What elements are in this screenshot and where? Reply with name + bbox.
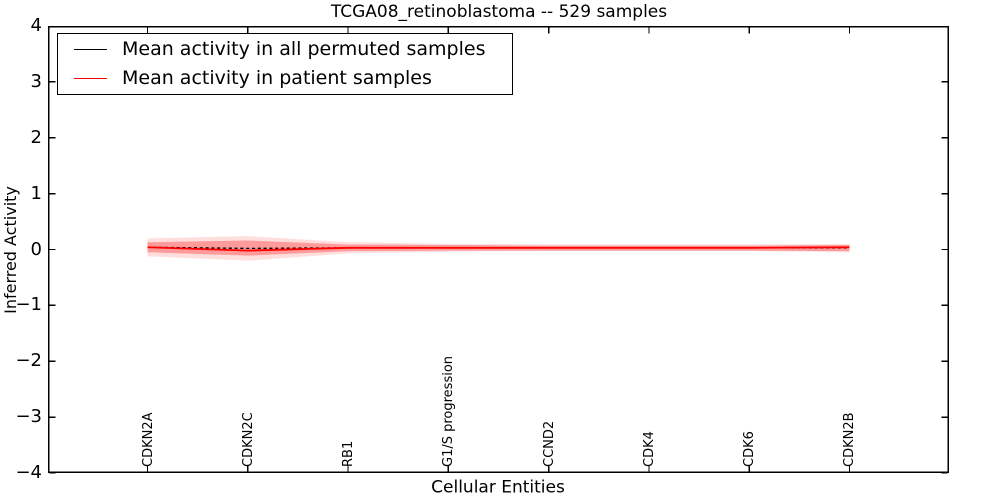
x-tick-label-cdkn2c: CDKN2C	[240, 412, 256, 467]
y-tick-label: 3	[30, 70, 42, 92]
legend-label-permuted: Mean activity in all permuted samples	[122, 37, 486, 60]
y-tick-label: −1	[15, 294, 42, 316]
x-tick-label-cdkn2b: CDKN2B	[842, 412, 858, 467]
legend-entry-permuted: Mean activity in all permuted samples	[58, 35, 512, 64]
legend: Mean activity in all permuted samples Me…	[57, 33, 513, 95]
legend-label-patient: Mean activity in patient samples	[122, 67, 432, 90]
y-tick-label: 1	[30, 182, 42, 204]
x-tick-label-ccnd2: CCND2	[541, 420, 557, 467]
x-tick-label-cdkn2a: CDKN2A	[140, 412, 156, 467]
y-tick-label: −3	[15, 406, 42, 428]
y-tick-label: 4	[30, 15, 42, 36]
x-axis-title: Cellular Entities	[431, 477, 565, 498]
axes-frame	[48, 26, 950, 473]
plot-area	[48, 26, 950, 474]
y-tick-label: 2	[30, 126, 42, 148]
x-tick-label-cdk4: CDK4	[641, 431, 657, 467]
x-tick-label-cdk6: CDK6	[742, 431, 758, 467]
series-line-1	[147, 246, 850, 252]
y-tick-label: −4	[15, 462, 42, 483]
black-line-swatch	[74, 48, 107, 50]
legend-entry-patient: Mean activity in patient samples	[58, 64, 512, 93]
x-tick-label-rb1: RB1	[341, 440, 357, 467]
y-tick-label: −2	[15, 350, 42, 372]
red-line-swatch	[74, 78, 107, 80]
x-tick-label-g1-s-progression: G1/S progression	[441, 355, 457, 467]
chart-title: TCGA08_retinoblastoma -- 529 samples	[330, 2, 668, 22]
y-tick-label: 0	[30, 238, 42, 260]
